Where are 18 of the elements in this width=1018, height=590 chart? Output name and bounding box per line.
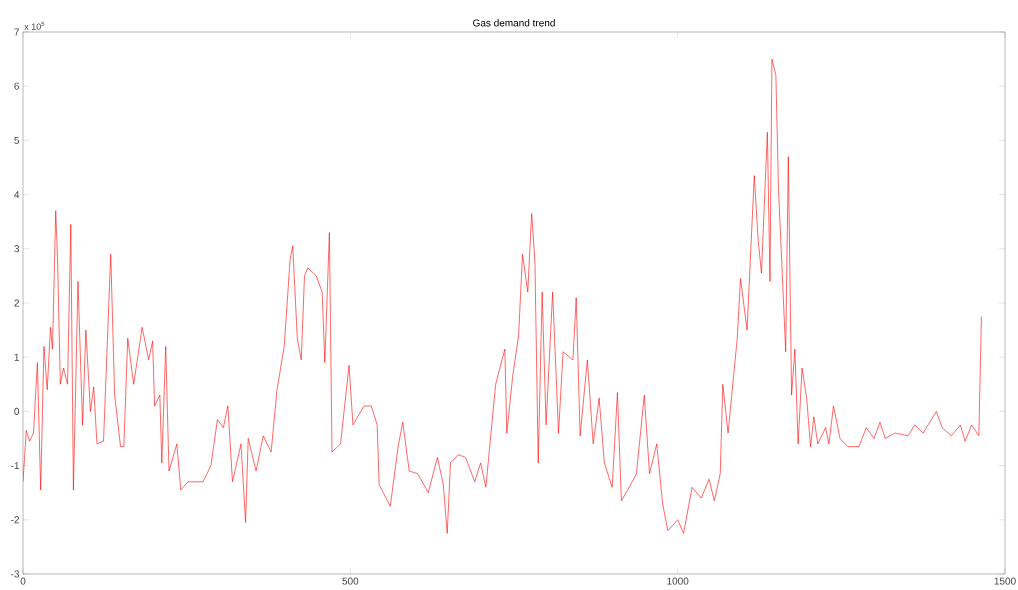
y-tick-label: 3	[14, 245, 20, 253]
chart-title: Gas demand trend	[473, 19, 555, 27]
y-tick-label: 7	[14, 28, 19, 36]
x-tick-label: 500	[342, 577, 359, 585]
y-tick-label: 5	[14, 136, 20, 144]
x-tick-label: 1500	[994, 577, 1016, 585]
y-tick-label: -2	[11, 516, 19, 524]
line-series	[23, 58, 982, 534]
text: x 10$^{5}$	[24, 21, 45, 30]
y-tick-label: 1	[14, 353, 19, 361]
y-tick-label: 4	[14, 191, 20, 199]
x-tick-label: 0	[20, 577, 26, 585]
y-tick-label: -1	[11, 462, 19, 470]
y-tick-label: 2	[14, 299, 19, 307]
y-tick-label: -3	[11, 570, 20, 578]
y-tick-label: 0	[14, 407, 20, 415]
y-tick-label: 6	[14, 82, 20, 90]
x-tick-label: 1000	[667, 577, 689, 585]
